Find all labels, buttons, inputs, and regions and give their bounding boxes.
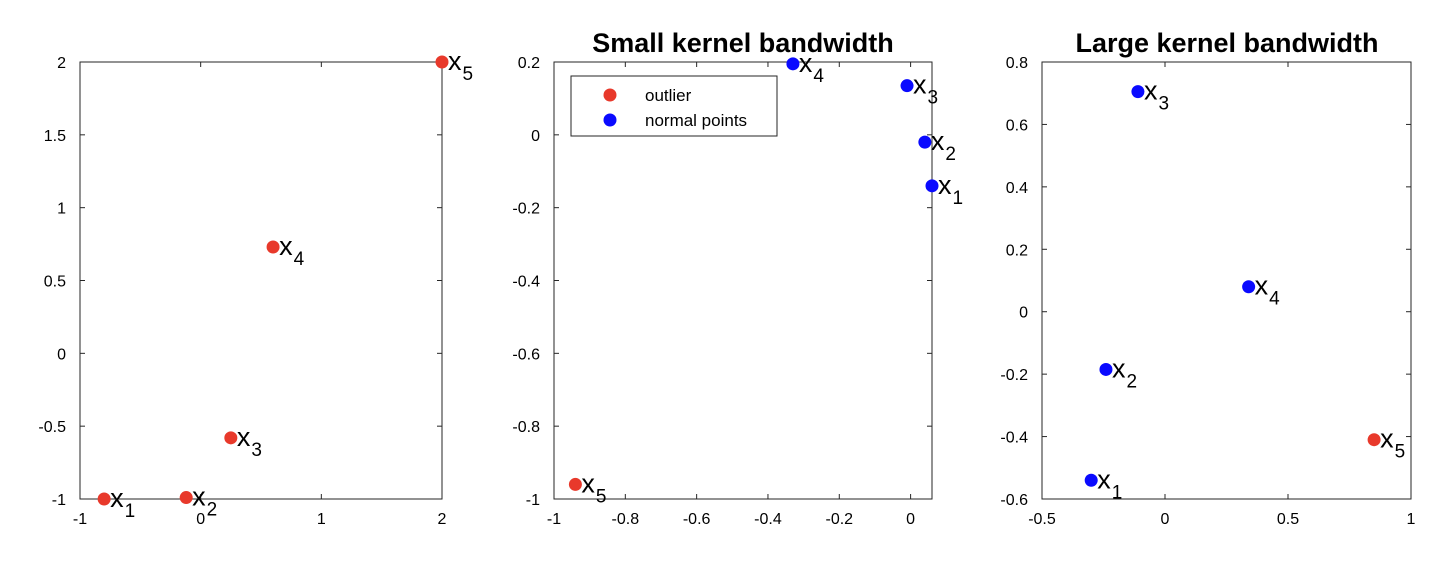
y-tick-label: -0.6 xyxy=(1000,492,1028,509)
data-point-x3 xyxy=(900,79,914,93)
ticks-1: -1 0 1 2 -1 -0.5 0 0.5 1 1.5 2 xyxy=(38,55,446,528)
data-point-x2 xyxy=(1099,362,1113,376)
ticks-3: -0.5 0 0.5 1 -0.6 -0.4 -0.2 0 0.2 0.4 0.6 0.8 xyxy=(1000,55,1415,528)
data-point-x4 xyxy=(1242,280,1256,294)
y-tick-label: -0.4 xyxy=(1000,430,1028,447)
y-tick-label: 0 xyxy=(57,346,66,363)
point-label-x5: x5 xyxy=(581,468,606,507)
x-tick-label: 0 xyxy=(1161,511,1170,528)
y-tick-label: 0.5 xyxy=(44,274,66,291)
legend: outlier normal points xyxy=(570,75,778,137)
x-tick-label: -0.4 xyxy=(754,511,782,528)
legend-label-normal-points: normal points xyxy=(645,111,747,130)
point-label-x3: x3 xyxy=(1144,76,1169,115)
point-label-x2: x2 xyxy=(192,482,217,521)
data-point-x5 xyxy=(568,477,582,491)
points-3: x1 x2 x3 x4 x5 xyxy=(1084,76,1405,503)
point-label-x4: x4 xyxy=(799,48,825,87)
x-tick-label: -1 xyxy=(73,511,87,528)
data-point-x1 xyxy=(1084,473,1098,487)
point-label-x1: x1 xyxy=(938,170,963,209)
x-tick-label: 1 xyxy=(317,511,326,528)
x-tick-label: 0.5 xyxy=(1277,511,1299,528)
y-tick-label: 2 xyxy=(57,55,66,72)
y-tick-label: -0.6 xyxy=(512,346,540,363)
y-tick-label: -1 xyxy=(526,492,540,509)
x-tick-label: -0.8 xyxy=(612,511,640,528)
y-tick-label: -0.2 xyxy=(512,201,540,218)
data-point-x3 xyxy=(224,431,238,445)
y-tick-label: -0.8 xyxy=(512,419,540,436)
scatter-panel-2: Small kernel bandwidth -1 -0.8 -0.6 -0.4 -0.… xyxy=(512,28,963,528)
data-point-x2 xyxy=(918,135,932,149)
x-tick-label: -0.5 xyxy=(1028,511,1056,528)
legend-box xyxy=(570,75,778,137)
y-tick-label: -0.4 xyxy=(512,274,540,291)
scatter-panel-1: -1 0 1 2 -1 -0.5 0 0.5 1 1.5 2 x1 x2 x3 x4 x5 xyxy=(38,46,473,528)
x-tick-label: 2 xyxy=(438,511,447,528)
data-point-x5 xyxy=(435,55,449,69)
legend-label-outlier: outlier xyxy=(645,86,692,105)
y-tick-label: 0 xyxy=(1019,305,1028,322)
data-point-x1 xyxy=(925,179,939,193)
chart-title-3: Large kernel bandwidth xyxy=(1075,28,1378,58)
data-point-x3 xyxy=(1131,85,1145,99)
y-tick-label: 0.6 xyxy=(1006,117,1028,134)
point-label-x2: x2 xyxy=(931,126,956,165)
point-label-x5: x5 xyxy=(1380,424,1405,463)
data-point-x4 xyxy=(786,57,800,71)
points-2: x1 x2 x3 x4 x5 xyxy=(568,48,963,507)
point-label-x1: x1 xyxy=(110,483,135,522)
x-tick-label: -0.2 xyxy=(825,511,853,528)
y-tick-label: 1.5 xyxy=(44,128,66,145)
point-label-x1: x1 xyxy=(1097,464,1122,503)
data-point-x2 xyxy=(179,491,193,505)
x-tick-label: 0 xyxy=(906,511,915,528)
data-point-x4 xyxy=(266,240,280,254)
point-label-x2: x2 xyxy=(1112,353,1137,392)
y-tick-label: -0.5 xyxy=(38,419,66,436)
data-point-x5 xyxy=(1367,433,1381,447)
plot-frame-3 xyxy=(1041,61,1412,500)
x-tick-label: -1 xyxy=(547,511,561,528)
y-tick-label: 0.8 xyxy=(1006,55,1028,72)
x-tick-label: 0 xyxy=(196,511,205,528)
y-tick-label: 0.2 xyxy=(1006,242,1028,259)
point-label-x3: x3 xyxy=(237,422,262,461)
x-tick-label: 1 xyxy=(1407,511,1416,528)
y-tick-label: -1 xyxy=(52,492,66,509)
y-tick-label: -0.2 xyxy=(1000,367,1028,384)
legend-marker-outlier xyxy=(603,88,617,102)
data-point-x1 xyxy=(97,492,111,506)
ticks-2: -1 -0.8 -0.6 -0.4 -0.2 0 -1 -0.8 -0.6 -0.4 -0.2 0 0.… xyxy=(512,55,932,528)
point-label-x5: x5 xyxy=(448,46,473,85)
y-tick-label: 1 xyxy=(57,201,66,218)
point-label-x4: x4 xyxy=(279,231,305,270)
point-label-x4: x4 xyxy=(1255,271,1281,310)
chart-title-2: Small kernel bandwidth xyxy=(592,28,894,58)
y-tick-label: 0.2 xyxy=(518,55,540,72)
scatter-panel-3: Large kernel bandwidth -0.5 0 0.5 1 -0.6 -0.4… xyxy=(1000,28,1415,528)
x-tick-label: -0.6 xyxy=(683,511,711,528)
point-label-x3: x3 xyxy=(913,70,938,109)
legend-marker-normal-points xyxy=(603,113,617,127)
y-tick-label: 0 xyxy=(531,128,540,145)
y-tick-label: 0.4 xyxy=(1006,180,1028,197)
points-1: x1 x2 x3 x4 x5 xyxy=(97,46,473,522)
